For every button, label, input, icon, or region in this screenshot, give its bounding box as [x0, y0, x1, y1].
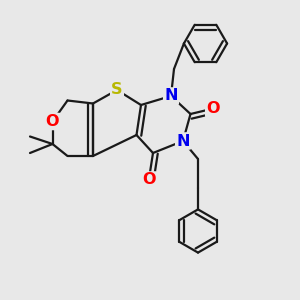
Text: N: N — [176, 134, 190, 148]
Text: O: O — [46, 114, 59, 129]
Text: O: O — [142, 172, 156, 188]
Text: S: S — [111, 82, 123, 98]
Text: N: N — [164, 88, 178, 104]
Text: O: O — [206, 101, 220, 116]
